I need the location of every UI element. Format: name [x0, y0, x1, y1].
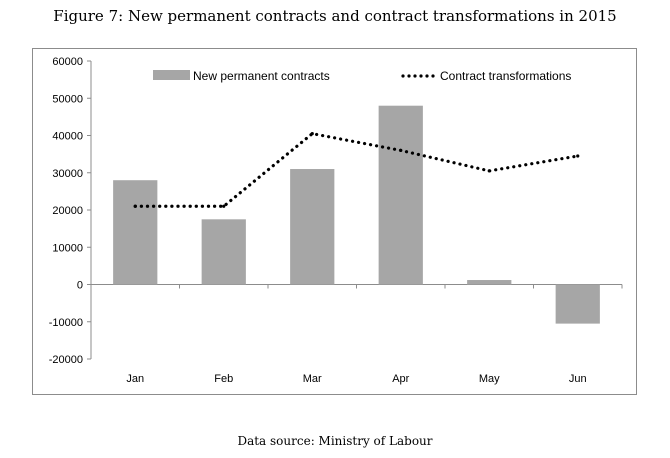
line-series — [133, 131, 580, 208]
legend: New permanent contracts Contract transfo… — [153, 69, 571, 83]
line-point — [310, 132, 314, 136]
bar-series — [113, 105, 600, 324]
legend-bar-swatch — [153, 70, 190, 80]
x-tick-label: Jan — [126, 373, 144, 385]
x-tick-label: May — [479, 373, 500, 385]
data-source-note: Data source: Ministry of Labour — [237, 434, 433, 448]
line-point — [133, 204, 137, 208]
x-tick-label: Mar — [303, 373, 322, 385]
x-tick-label: Apr — [392, 373, 409, 385]
line-path — [133, 131, 580, 208]
bar — [378, 105, 423, 285]
x-axis: Jan Feb Mar Apr May Jun — [90, 284, 623, 385]
y-tick-label: -10000 — [49, 317, 83, 329]
y-tick-label: 40000 — [52, 131, 83, 143]
y-tick-label: 60000 — [52, 56, 83, 68]
bar — [555, 284, 600, 324]
legend-line-dot — [431, 74, 435, 78]
line-point — [222, 204, 226, 208]
line-point — [576, 154, 580, 158]
y-tick-label: 20000 — [52, 205, 83, 217]
line-point — [399, 148, 403, 152]
line-point — [487, 169, 491, 173]
x-tick-label: Jun — [569, 373, 587, 385]
y-tick-label: 10000 — [52, 242, 83, 254]
y-tick-label: -20000 — [49, 354, 83, 366]
y-tick-label: 30000 — [52, 168, 83, 180]
legend-line-swatch — [401, 74, 435, 78]
y-tick-label: 50000 — [52, 93, 83, 105]
y-tick-label: 0 — [77, 280, 83, 292]
legend-bar-label: New permanent contracts — [193, 69, 330, 83]
y-axis: 60000 50000 40000 30000 20000 10000 0 -10000 -20… — [49, 56, 92, 366]
figure-title: Figure 7: New permanent contracts and co… — [53, 7, 617, 25]
legend-line-dot — [425, 74, 429, 78]
legend-line-dot — [413, 74, 417, 78]
legend-line-dot — [419, 74, 423, 78]
bar — [113, 180, 158, 285]
legend-line-label: Contract transformations — [440, 69, 571, 83]
legend-line-dot — [401, 74, 405, 78]
legend-line-dot — [407, 74, 411, 78]
bar — [467, 280, 512, 285]
bar — [290, 169, 335, 285]
x-tick-label: Feb — [214, 373, 233, 385]
bar — [201, 219, 246, 285]
